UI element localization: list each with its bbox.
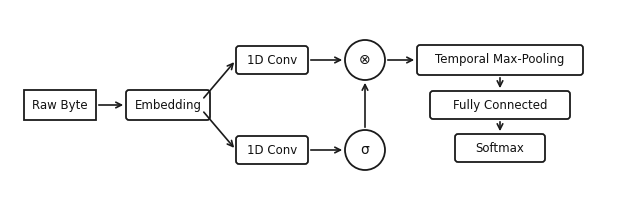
Text: Temporal Max-Pooling: Temporal Max-Pooling (435, 53, 564, 66)
Text: Softmax: Softmax (476, 142, 524, 154)
Circle shape (345, 130, 385, 170)
Bar (24, 90, 96, 120)
FancyBboxPatch shape (236, 136, 308, 164)
Text: Embedding: Embedding (134, 98, 202, 112)
Text: Fully Connected: Fully Connected (452, 98, 547, 112)
Text: σ: σ (360, 143, 369, 157)
FancyBboxPatch shape (430, 91, 570, 119)
Text: ⊗: ⊗ (359, 53, 371, 67)
Text: Raw Byte: Raw Byte (32, 98, 88, 112)
Circle shape (345, 40, 385, 80)
Text: 1D Conv: 1D Conv (247, 53, 297, 66)
FancyBboxPatch shape (417, 45, 583, 75)
FancyBboxPatch shape (126, 90, 210, 120)
FancyBboxPatch shape (455, 134, 545, 162)
Text: 1D Conv: 1D Conv (247, 144, 297, 156)
FancyBboxPatch shape (236, 46, 308, 74)
